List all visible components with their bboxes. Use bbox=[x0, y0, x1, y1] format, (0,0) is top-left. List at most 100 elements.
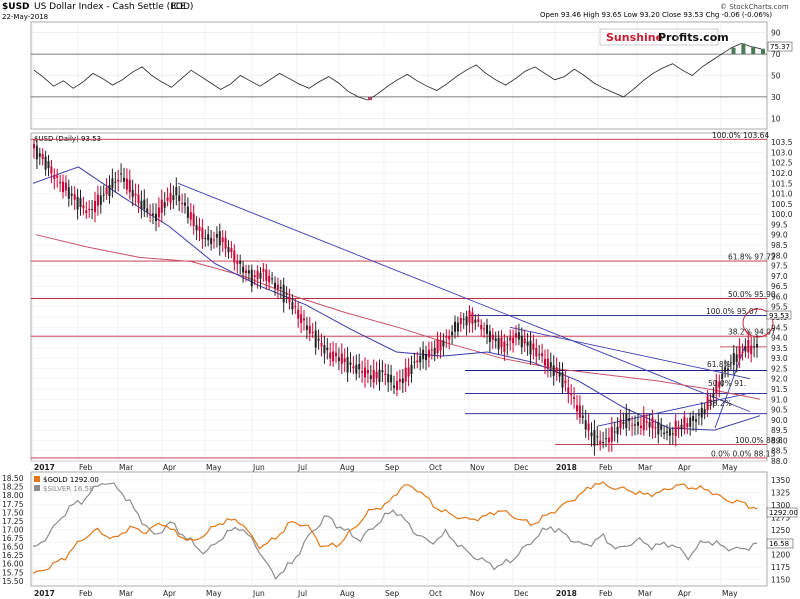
price-bar-body bbox=[105, 187, 108, 195]
silver-legend: $SILVER 16.58 bbox=[43, 485, 93, 493]
price-bar-body bbox=[729, 362, 732, 364]
rsi-last-badge bbox=[767, 41, 793, 52]
price-bar-body bbox=[451, 331, 454, 336]
price-bar-body bbox=[674, 420, 677, 436]
price-last-value: 93.53 bbox=[769, 312, 789, 320]
month-label: May bbox=[722, 463, 738, 472]
price-tick-label: 102.5 bbox=[771, 159, 793, 168]
price-bar-body bbox=[137, 194, 140, 203]
price-bar-body bbox=[35, 145, 38, 160]
fibonacci-labels: 100.0% 103.64 61.8% 97.72 50.0% 95.90 100.0… bbox=[706, 131, 783, 459]
price-bar-body bbox=[178, 195, 181, 201]
price-bar-body bbox=[465, 316, 468, 326]
price-bar-body bbox=[33, 144, 35, 149]
price-bar-body bbox=[558, 372, 561, 377]
month-label: Mar bbox=[119, 589, 134, 598]
price-tick-label: 89.5 bbox=[771, 426, 788, 435]
price-bar-body bbox=[497, 337, 500, 350]
price-bar-body bbox=[634, 424, 636, 426]
price-bar-body bbox=[239, 260, 242, 264]
ma200-line bbox=[35, 234, 761, 400]
price-bar-body bbox=[361, 370, 364, 373]
fibonacci-lines bbox=[31, 138, 767, 459]
price-bar-body bbox=[276, 284, 279, 290]
price-bar-body bbox=[184, 202, 186, 206]
rsi-line bbox=[33, 42, 762, 101]
price-bar-body bbox=[311, 332, 314, 333]
price-bar-body bbox=[300, 314, 303, 323]
symbol-label: $USD bbox=[2, 2, 30, 12]
month-label: Nov bbox=[470, 463, 485, 472]
price-bar-body bbox=[642, 414, 645, 431]
price-bar-body bbox=[564, 380, 567, 384]
rsi-overbought-fill bbox=[731, 43, 765, 55]
price-bar-body bbox=[549, 362, 552, 368]
price-bar-body bbox=[695, 419, 697, 422]
price-bar-body bbox=[616, 426, 619, 435]
price-bar-body bbox=[593, 430, 596, 446]
price-bar-body bbox=[456, 322, 459, 332]
price-bar-body bbox=[117, 179, 120, 182]
price-bar-body bbox=[523, 338, 526, 344]
price-bar-body bbox=[610, 427, 613, 442]
price-bar-body bbox=[372, 369, 375, 383]
price-bar-body bbox=[689, 417, 692, 427]
price-bar-body bbox=[724, 367, 727, 372]
date-label: 22-May-2018 bbox=[2, 13, 48, 21]
price-bar-body bbox=[509, 337, 512, 341]
price-bar-body bbox=[262, 268, 265, 272]
price-bar-body bbox=[477, 319, 480, 322]
price-bar-body bbox=[303, 318, 305, 321]
price-bar-body bbox=[102, 194, 105, 196]
month-label: Jul bbox=[297, 463, 307, 472]
price-tick-label: 101.0 bbox=[771, 190, 793, 199]
price-bar-body bbox=[410, 364, 413, 375]
rsi-oversold-fill bbox=[368, 96, 372, 101]
price-bar-body bbox=[459, 318, 462, 325]
price-bar-body bbox=[186, 206, 189, 218]
price-bar-body bbox=[631, 425, 634, 427]
price-bar-body bbox=[552, 365, 555, 376]
price-bar-body bbox=[245, 270, 247, 273]
fib-label: 38.2% bbox=[708, 399, 732, 408]
fib-label: 38.2% 94.07 bbox=[728, 328, 776, 337]
price-tick-label: 102.0 bbox=[771, 169, 793, 178]
price-bar-body bbox=[576, 405, 578, 412]
price-bar-body bbox=[125, 178, 128, 190]
usd-price-panel: 103.5103.0102.5102.0101.5101.0100.5100.0… bbox=[31, 131, 793, 466]
fib-label: 61.8% 97.72 bbox=[728, 253, 776, 262]
price-bar-body bbox=[59, 181, 62, 184]
price-bar-body bbox=[134, 193, 137, 196]
gold-tick-label: 1350 bbox=[771, 476, 790, 485]
price-bar-body bbox=[123, 177, 125, 182]
price-bar-body bbox=[645, 421, 648, 423]
price-bar-body bbox=[541, 353, 544, 357]
price-tick-label: 98.5 bbox=[771, 241, 788, 250]
price-bar-body bbox=[227, 247, 230, 253]
price-bar-body bbox=[639, 425, 642, 428]
price-tick-label: 100.0 bbox=[771, 210, 793, 219]
price-bar-body bbox=[108, 184, 111, 196]
price-bar-body bbox=[535, 347, 538, 357]
price-bar-body bbox=[317, 338, 320, 341]
price-bar-body bbox=[735, 354, 738, 362]
price-bar-body bbox=[666, 431, 668, 433]
price-bar-body bbox=[175, 187, 178, 196]
price-bar-body bbox=[474, 319, 477, 323]
price-bar-body bbox=[613, 431, 616, 433]
gold-last-value: 1292.00 bbox=[769, 509, 798, 517]
price-bar-body bbox=[82, 205, 85, 209]
gold-tick-label: 1150 bbox=[771, 576, 790, 585]
silver-tick-label: 17.00 bbox=[2, 525, 24, 534]
price-bar-body bbox=[398, 379, 401, 382]
price-bar-body bbox=[70, 193, 73, 196]
price-bar-body bbox=[520, 336, 523, 348]
gold-tick-label: 1250 bbox=[771, 526, 790, 535]
silver-tick-label: 17.25 bbox=[2, 517, 24, 526]
price-bar-body bbox=[596, 436, 599, 438]
price-tick-label: 97.5 bbox=[771, 262, 788, 271]
price-bar-body bbox=[422, 349, 425, 360]
price-bar-body bbox=[41, 154, 44, 159]
price-tick-label: 99.5 bbox=[771, 220, 788, 229]
silver-line bbox=[32, 482, 758, 581]
